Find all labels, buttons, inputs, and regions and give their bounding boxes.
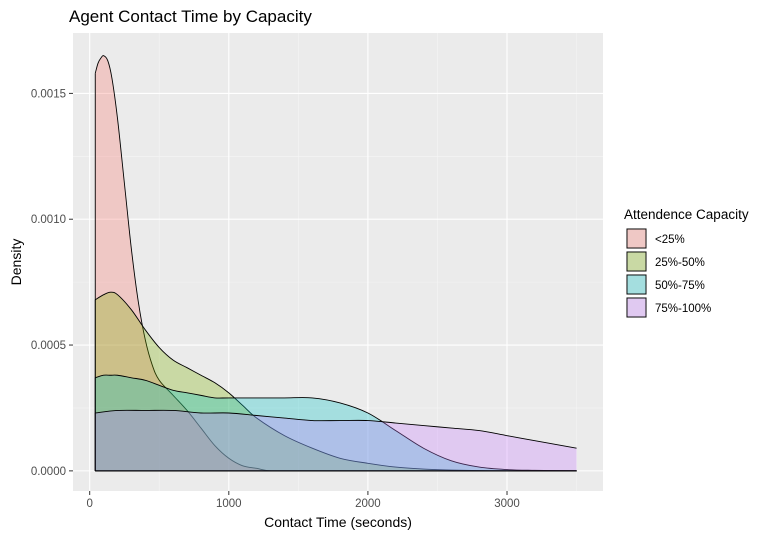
density-area-3 [95,410,577,471]
legend-items: <25% 25%-50% 50%-75% 75%-100% [626,228,711,318]
x-axis-title: Contact Time (seconds) [264,514,412,530]
chart-title: Agent Contact Time by Capacity [69,7,312,26]
x-tick-label: 3000 [494,498,520,510]
x-tick-label: 1000 [216,498,242,510]
density-area-0 [95,55,577,471]
density-outline-3 [95,409,577,449]
x-tick-label: 2000 [355,498,381,510]
legend: Attendence Capacity <25% 25%-50% 50%-75% 75… [624,207,749,318]
legend-title: Attendence Capacity [624,207,749,222]
legend-key-background [626,297,647,318]
legend-swatch [626,251,647,272]
x-axis-ticks: 0 1000 2000 3000 [86,491,520,510]
y-tick-label: 0.0010 [31,214,66,226]
density-area-1 [95,292,577,471]
y-tick-label: 0.0005 [31,340,66,352]
legend-label: 25%-50% [655,257,705,269]
minor-grid [73,33,603,491]
y-axis-ticks: 0.0000 0.0005 0.0010 0.0015 [31,88,73,478]
legend-key-background [626,274,647,295]
plot-panel [73,33,603,491]
legend-label: <25% [655,234,685,246]
legend-swatch [626,228,647,249]
y-tick-label: 0.0015 [31,88,66,100]
density-outline-2 [95,374,577,472]
legend-label: 75%-100% [655,303,711,315]
y-axis-title: Density [8,239,24,286]
legend-swatch [626,274,647,295]
x-tick-label: 0 [86,498,92,510]
legend-label: 50%-75% [655,280,705,292]
density-outline-1 [95,291,577,472]
legend-key-background [626,228,647,249]
legend-key-background [626,251,647,272]
density-area-2 [95,375,577,471]
density-areas [94,55,577,472]
y-tick-label: 0.0000 [31,466,66,478]
legend-swatch [626,297,647,318]
